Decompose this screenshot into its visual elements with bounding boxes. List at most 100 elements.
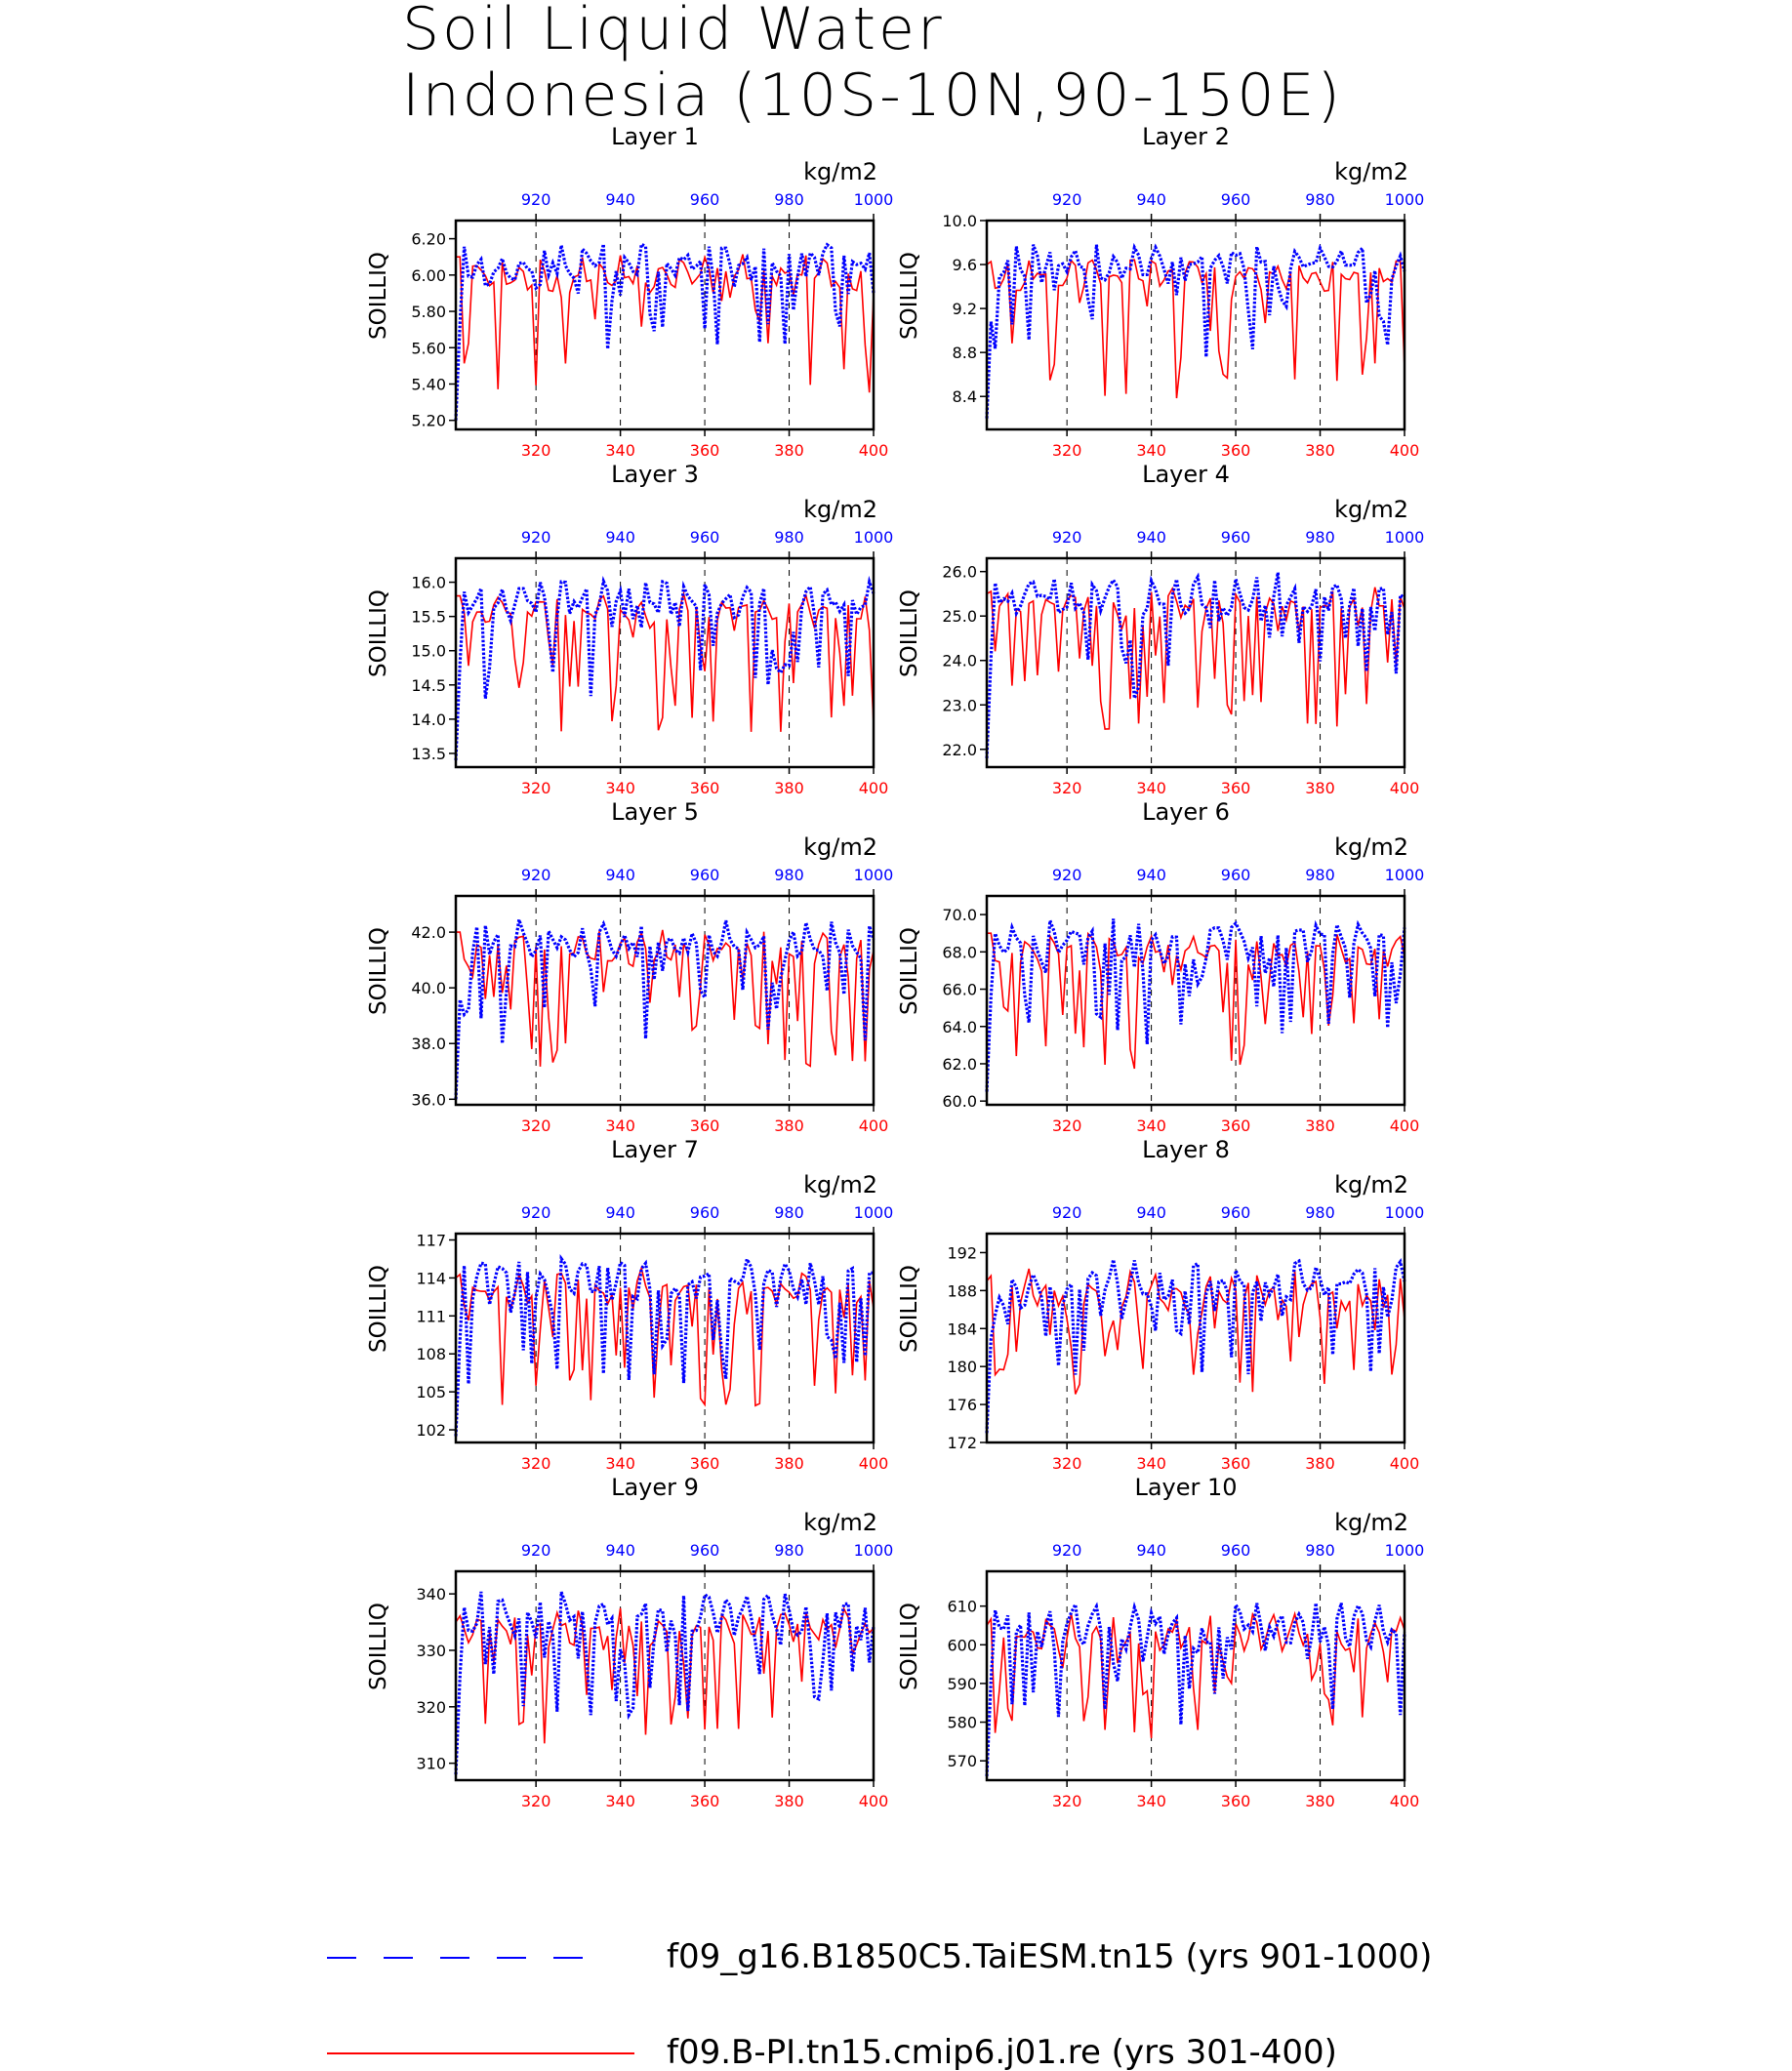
units-label: kg/m2: [1334, 496, 1408, 523]
panel-title: Layer 4: [1142, 461, 1230, 488]
units-label: kg/m2: [1334, 833, 1408, 861]
y-tick-label: 15.0: [411, 642, 446, 661]
y-tick-label: 184: [947, 1320, 977, 1338]
units-label: kg/m2: [803, 833, 877, 861]
y-tick-label: 22.0: [942, 741, 977, 759]
x-tick-label-top: 960: [1221, 866, 1251, 884]
x-tick-label-top: 1000: [1385, 1541, 1425, 1560]
y-tick-label: 102: [416, 1421, 446, 1440]
x-tick-label-top: 940: [1136, 1203, 1166, 1222]
x-tick-label-bottom: 340: [1136, 1117, 1166, 1135]
y-tick-label: 5.40: [411, 375, 446, 393]
plot-frame: [985, 1232, 1406, 1444]
series-line-red: [986, 1610, 1405, 1739]
x-tick-label-bottom: 320: [521, 1792, 551, 1810]
x-tick-label-bottom: 340: [1136, 1792, 1166, 1810]
x-tick-label-top: 980: [1305, 528, 1335, 547]
x-tick-label-top: 940: [1136, 190, 1166, 209]
x-tick-label-bottom: 400: [859, 441, 889, 460]
series-line-blue: [985, 572, 1405, 758]
series-line-blue: [454, 575, 876, 761]
x-tick-label-bottom: 360: [690, 779, 720, 797]
x-tick-label-top: 920: [521, 1203, 551, 1222]
x-tick-label-bottom: 400: [859, 1454, 889, 1473]
series-line-blue: [985, 1257, 1406, 1434]
y-tick-label: 25.0: [942, 607, 977, 626]
figure-title-line2: Indonesia (10S-10N,90-150E): [402, 61, 1343, 130]
x-tick-label-top: 920: [521, 528, 551, 547]
y-axis-label: SOILLIQ: [897, 1265, 922, 1353]
panel-7: Layer 7 kg/m2 SOILLIQ 102 105 108 111 114 117 320…: [366, 1136, 893, 1473]
legend: f09_g16.B1850C5.TaiESM.tn15 (yrs 901-100…: [327, 1937, 1432, 2071]
y-tick-label: 40.0: [411, 979, 446, 997]
x-tick-label-top: 960: [690, 528, 720, 547]
x-tick-label-top: 980: [1305, 190, 1335, 209]
x-tick-label-bottom: 320: [521, 1454, 551, 1473]
y-tick-label: 5.80: [411, 303, 446, 321]
y-tick-label: 330: [416, 1642, 446, 1660]
x-tick-label-top: 1000: [1385, 190, 1425, 209]
y-tick-label: 62.0: [942, 1055, 977, 1074]
plot-frame: [454, 894, 876, 1107]
y-tick-label: 176: [947, 1396, 977, 1414]
series-line-blue: [985, 918, 1406, 1092]
x-tick-label-top: 980: [1305, 866, 1335, 884]
y-tick-label: 192: [947, 1243, 977, 1262]
x-tick-label-bottom: 340: [605, 1117, 635, 1135]
series-line-red: [456, 929, 875, 1068]
x-tick-label-top: 920: [521, 866, 551, 884]
panel-4: Layer 4 kg/m2 SOILLIQ 22.0 23.0 24.0 25.0 26.0 3…: [897, 461, 1424, 797]
panel-title: Layer 8: [1142, 1136, 1230, 1163]
panel-title: Layer 3: [611, 461, 699, 488]
units-label: kg/m2: [1334, 158, 1408, 185]
x-tick-label-top: 1000: [854, 1203, 894, 1222]
y-tick-label: 310: [416, 1755, 446, 1773]
series-line-red: [456, 590, 875, 732]
x-tick-label-top: 1000: [1385, 1203, 1425, 1222]
panel-title: Layer 7: [611, 1136, 699, 1163]
x-tick-label-bottom: 380: [774, 441, 804, 460]
series-line-blue: [454, 918, 876, 1100]
x-tick-label-bottom: 380: [774, 779, 804, 797]
x-tick-label-bottom: 360: [1221, 1117, 1251, 1135]
y-tick-label: 5.60: [411, 339, 446, 357]
x-tick-label-bottom: 380: [774, 1117, 804, 1135]
x-tick-label-bottom: 320: [1052, 1117, 1082, 1135]
y-tick-label: 23.0: [942, 696, 977, 714]
x-tick-label-bottom: 380: [1305, 441, 1335, 460]
x-tick-label-bottom: 340: [605, 441, 635, 460]
y-tick-label: 9.6: [953, 256, 977, 274]
x-tick-label-bottom: 360: [690, 1792, 720, 1810]
panel-title: Layer 9: [611, 1474, 699, 1501]
x-tick-label-bottom: 360: [690, 1454, 720, 1473]
x-tick-label-top: 920: [1052, 528, 1082, 547]
x-tick-label-bottom: 320: [521, 441, 551, 460]
x-tick-label-bottom: 340: [1136, 441, 1166, 460]
y-tick-label: 16.0: [411, 574, 446, 592]
panel-1: Layer 1 kg/m2 SOILLIQ 5.20 5.40 5.60 5.80 6.00 6…: [366, 123, 893, 460]
y-axis-label: SOILLIQ: [897, 1603, 922, 1690]
plot-frame: [985, 556, 1406, 769]
x-tick-label-top: 1000: [854, 1541, 894, 1560]
x-tick-label-top: 920: [1052, 866, 1082, 884]
y-tick-label: 13.5: [411, 745, 446, 763]
x-tick-label-bottom: 380: [774, 1792, 804, 1810]
x-tick-label-bottom: 320: [521, 779, 551, 797]
panel-8: Layer 8 kg/m2 SOILLIQ 172 176 180 184 188 192 320…: [897, 1136, 1424, 1473]
x-tick-label-top: 940: [1136, 1541, 1166, 1560]
x-tick-label-top: 940: [605, 190, 635, 209]
panel-title: Layer 2: [1142, 123, 1230, 150]
x-tick-label-top: 1000: [1385, 528, 1425, 547]
x-tick-label-bottom: 340: [605, 779, 635, 797]
units-label: kg/m2: [803, 1509, 877, 1536]
series-line-blue: [454, 1253, 874, 1437]
y-tick-label: 172: [947, 1434, 977, 1452]
x-tick-label-top: 1000: [854, 528, 894, 547]
y-tick-label: 8.8: [953, 344, 977, 362]
x-tick-label-bottom: 360: [690, 1117, 720, 1135]
units-label: kg/m2: [803, 496, 877, 523]
y-tick-label: 26.0: [942, 563, 977, 582]
x-tick-label-top: 980: [774, 1541, 804, 1560]
x-tick-label-top: 920: [1052, 190, 1082, 209]
series-line-red: [986, 587, 1405, 730]
